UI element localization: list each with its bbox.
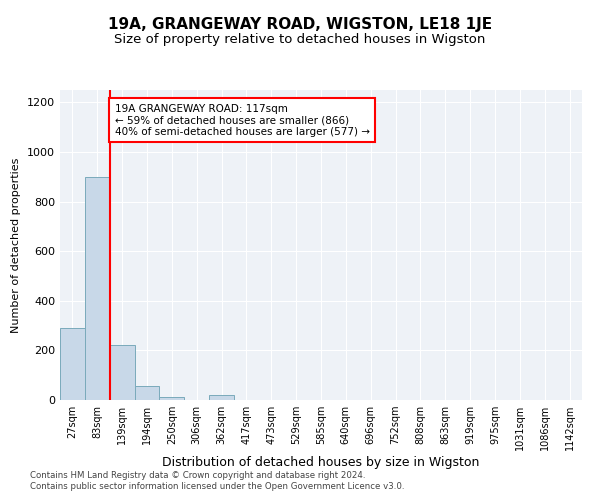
Bar <box>134 386 160 400</box>
Bar <box>209 395 234 400</box>
Bar <box>160 397 184 400</box>
Text: Contains public sector information licensed under the Open Government Licence v3: Contains public sector information licen… <box>30 482 404 491</box>
X-axis label: Distribution of detached houses by size in Wigston: Distribution of detached houses by size … <box>163 456 479 469</box>
Bar <box>60 328 85 400</box>
Bar <box>85 177 110 400</box>
Text: Contains HM Land Registry data © Crown copyright and database right 2024.: Contains HM Land Registry data © Crown c… <box>30 470 365 480</box>
Text: Size of property relative to detached houses in Wigston: Size of property relative to detached ho… <box>115 32 485 46</box>
Text: 19A, GRANGEWAY ROAD, WIGSTON, LE18 1JE: 19A, GRANGEWAY ROAD, WIGSTON, LE18 1JE <box>108 18 492 32</box>
Y-axis label: Number of detached properties: Number of detached properties <box>11 158 22 332</box>
Bar <box>110 346 134 400</box>
Text: 19A GRANGEWAY ROAD: 117sqm
← 59% of detached houses are smaller (866)
40% of sem: 19A GRANGEWAY ROAD: 117sqm ← 59% of deta… <box>115 104 370 137</box>
